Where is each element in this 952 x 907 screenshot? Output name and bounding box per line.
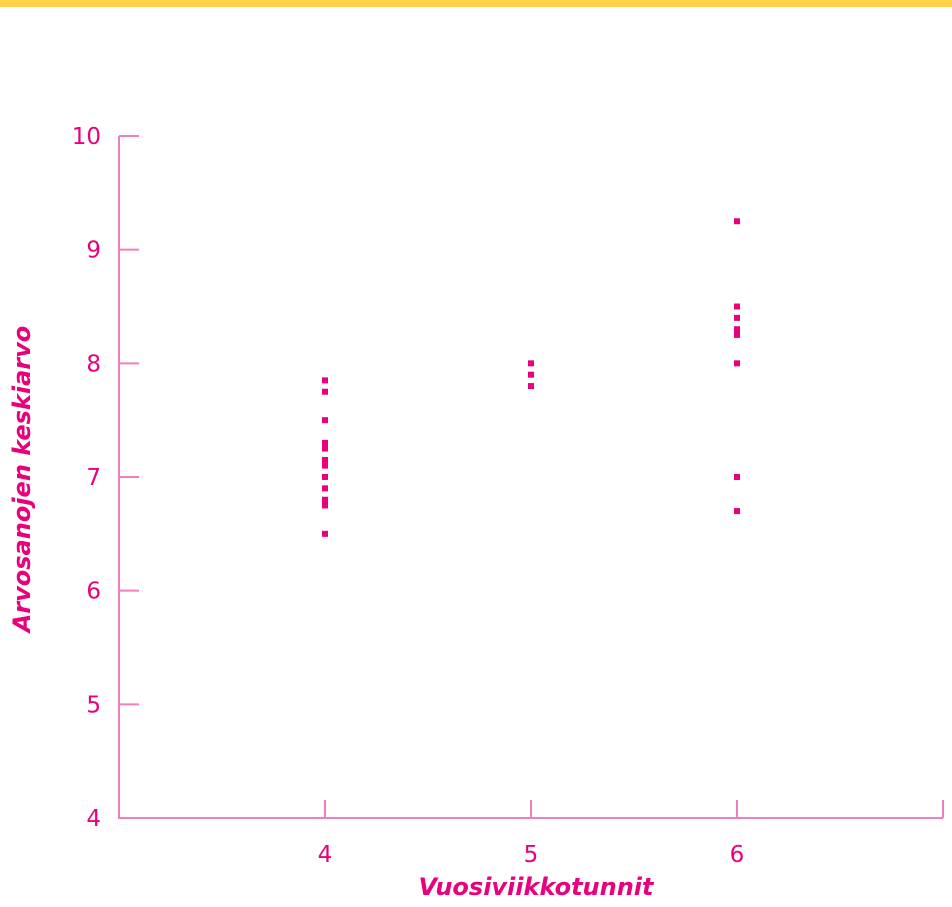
x-tick-label: 6 [730,842,745,868]
data-point [528,383,534,390]
data-point [734,331,740,338]
x-tick-label: 4 [318,842,333,868]
y-tick-label: 10 [72,124,101,150]
data-point [734,326,740,333]
data-point [528,371,534,378]
data-point [322,388,328,395]
y-tick-label: 8 [86,351,101,377]
data-point [734,360,740,367]
data-point [322,496,328,503]
x-axis-title: Vuosiviikkotunnit [419,873,656,901]
data-point [734,474,740,480]
top-rule [0,0,952,7]
data-point [322,445,328,452]
data-point [322,462,328,469]
x-axis-ticks: 4 5 6 [318,800,745,868]
data-point [322,456,328,463]
data-point [734,508,740,515]
x-tick-label: 5 [524,842,539,868]
y-axis-title: Arvosanojen keskiarvo [8,326,36,635]
data-point [322,474,328,480]
y-axis-ticks: 4 5 6 7 8 9 10 [72,124,139,832]
y-tick-label: 5 [86,692,101,718]
y-tick-label: 9 [86,238,101,264]
data-point [734,314,740,321]
data-point [322,530,328,537]
y-tick-label: 6 [86,579,101,605]
y-tick-label: 4 [86,806,101,832]
data-point [322,439,328,446]
data-point [734,218,740,225]
data-point [734,303,740,310]
data-point [322,377,328,384]
data-point [528,360,534,367]
y-tick-label: 7 [86,465,101,491]
data-point [322,485,328,492]
data-points [322,218,740,537]
data-point [322,502,328,509]
chart-axes [118,136,944,819]
data-point [322,417,328,424]
